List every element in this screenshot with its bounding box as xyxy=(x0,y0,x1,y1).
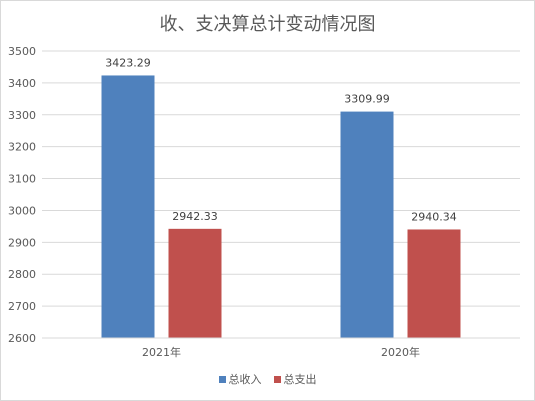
data-label: 2940.34 xyxy=(411,210,457,223)
y-tick-label: 2900 xyxy=(8,236,36,249)
y-tick-label: 3200 xyxy=(8,141,36,154)
legend-item-expense: 总支出 xyxy=(273,371,317,387)
y-tick-label: 3000 xyxy=(8,204,36,217)
legend: 总收入 总支出 xyxy=(0,371,535,387)
y-tick-label: 3100 xyxy=(8,173,36,186)
bar xyxy=(407,229,461,338)
x-tick-label: 2021年 xyxy=(142,345,181,359)
legend-swatch-expense xyxy=(273,375,281,383)
bar xyxy=(101,75,155,338)
legend-label-income: 总收入 xyxy=(228,373,262,386)
y-tick-label: 2800 xyxy=(8,268,36,281)
data-label: 2942.33 xyxy=(172,210,218,223)
x-tick-label: 2020年 xyxy=(381,345,420,359)
chart-title: 收、支决算总计变动情况图 xyxy=(159,14,376,35)
y-tick-label: 3300 xyxy=(8,109,36,122)
y-tick-label: 2600 xyxy=(8,332,36,345)
bar xyxy=(168,228,222,338)
data-label: 3309.99 xyxy=(344,93,390,106)
y-tick-label: 2700 xyxy=(8,300,36,313)
bar xyxy=(340,111,394,339)
y-tick-label: 3400 xyxy=(8,77,36,90)
legend-swatch-income xyxy=(218,375,226,383)
legend-label-expense: 总支出 xyxy=(283,373,317,386)
legend-item-income: 总收入 xyxy=(218,371,262,387)
data-label: 3423.29 xyxy=(105,56,151,69)
y-tick-label: 3500 xyxy=(8,45,36,58)
